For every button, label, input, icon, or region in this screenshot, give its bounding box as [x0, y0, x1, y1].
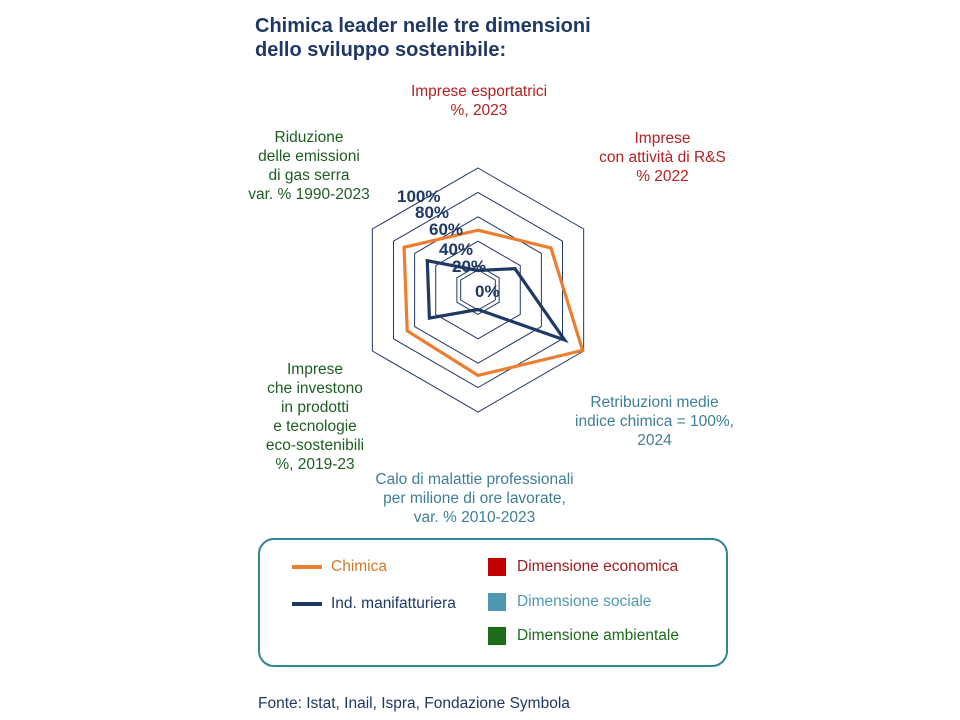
svg-text:60%: 60%	[429, 220, 463, 239]
svg-text:0%: 0%	[475, 282, 500, 301]
svg-text:20%: 20%	[452, 257, 486, 276]
